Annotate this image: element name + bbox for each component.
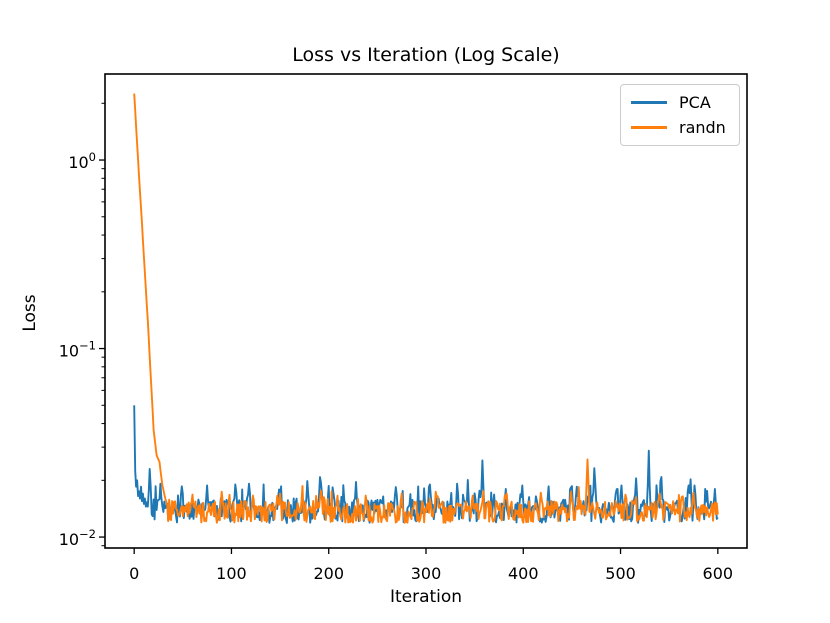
y-tick-label: 100 (68, 150, 96, 172)
y-axis-label: Loss (20, 294, 40, 332)
x-tick-label: 100 (216, 564, 247, 583)
legend-line-swatch-pca (631, 101, 667, 104)
series-line-pca (133, 405, 719, 524)
x-axis-label: Iteration (389, 587, 463, 607)
x-tick-label: 300 (411, 564, 442, 583)
legend-item-randn: randn (631, 115, 729, 140)
x-tick-label: 400 (508, 564, 539, 583)
legend-label-pca: PCA (679, 92, 711, 112)
plot-border (104, 73, 748, 549)
legend-label-randn: randn (679, 117, 726, 137)
x-tick-label: 500 (605, 564, 636, 583)
y-tick-label: 10−2 (59, 527, 96, 549)
x-tick-label: 200 (313, 564, 344, 583)
legend-item-pca: PCA (631, 90, 729, 115)
legend: PCA randn (620, 84, 740, 146)
y-tick-label: 10−1 (59, 339, 96, 361)
chart-title: Loss vs Iteration (Log Scale) (292, 44, 560, 66)
legend-line-swatch-randn (631, 126, 667, 129)
x-tick-label: 0 (129, 564, 139, 583)
x-tick-label: 600 (703, 564, 734, 583)
series-line-randn (133, 93, 719, 524)
